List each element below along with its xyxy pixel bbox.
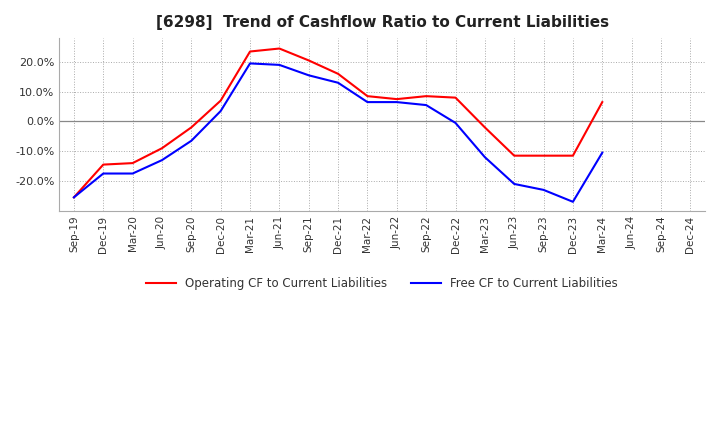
Operating CF to Current Liabilities — [363, 94, 372, 99]
Operating CF to Current Liabilities — [569, 153, 577, 158]
Operating CF to Current Liabilities — [480, 125, 489, 130]
Operating CF to Current Liabilities — [99, 162, 107, 167]
Operating CF to Current Liabilities — [392, 96, 401, 102]
Operating CF to Current Liabilities — [70, 194, 78, 200]
Free CF to Current Liabilities — [598, 150, 606, 155]
Line: Free CF to Current Liabilities: Free CF to Current Liabilities — [74, 63, 602, 202]
Operating CF to Current Liabilities — [539, 153, 548, 158]
Line: Operating CF to Current Liabilities: Operating CF to Current Liabilities — [74, 48, 602, 197]
Free CF to Current Liabilities — [99, 171, 107, 176]
Free CF to Current Liabilities — [569, 199, 577, 205]
Operating CF to Current Liabilities — [334, 71, 343, 77]
Title: [6298]  Trend of Cashflow Ratio to Current Liabilities: [6298] Trend of Cashflow Ratio to Curren… — [156, 15, 608, 30]
Free CF to Current Liabilities — [334, 80, 343, 85]
Free CF to Current Liabilities — [451, 120, 460, 125]
Operating CF to Current Liabilities — [451, 95, 460, 100]
Operating CF to Current Liabilities — [128, 161, 137, 166]
Legend: Operating CF to Current Liabilities, Free CF to Current Liabilities: Operating CF to Current Liabilities, Fre… — [142, 272, 623, 295]
Operating CF to Current Liabilities — [275, 46, 284, 51]
Operating CF to Current Liabilities — [246, 49, 254, 54]
Free CF to Current Liabilities — [187, 138, 196, 143]
Operating CF to Current Liabilities — [216, 98, 225, 103]
Operating CF to Current Liabilities — [598, 99, 606, 105]
Free CF to Current Liabilities — [275, 62, 284, 67]
Free CF to Current Liabilities — [480, 154, 489, 160]
Free CF to Current Liabilities — [128, 171, 137, 176]
Operating CF to Current Liabilities — [305, 58, 313, 63]
Free CF to Current Liabilities — [305, 73, 313, 78]
Free CF to Current Liabilities — [392, 99, 401, 105]
Free CF to Current Liabilities — [539, 187, 548, 193]
Free CF to Current Liabilities — [363, 99, 372, 105]
Free CF to Current Liabilities — [510, 181, 518, 187]
Free CF to Current Liabilities — [70, 194, 78, 200]
Free CF to Current Liabilities — [246, 61, 254, 66]
Operating CF to Current Liabilities — [158, 146, 166, 151]
Operating CF to Current Liabilities — [510, 153, 518, 158]
Operating CF to Current Liabilities — [187, 125, 196, 130]
Operating CF to Current Liabilities — [422, 94, 431, 99]
Free CF to Current Liabilities — [216, 108, 225, 114]
Free CF to Current Liabilities — [158, 158, 166, 163]
Free CF to Current Liabilities — [422, 103, 431, 108]
